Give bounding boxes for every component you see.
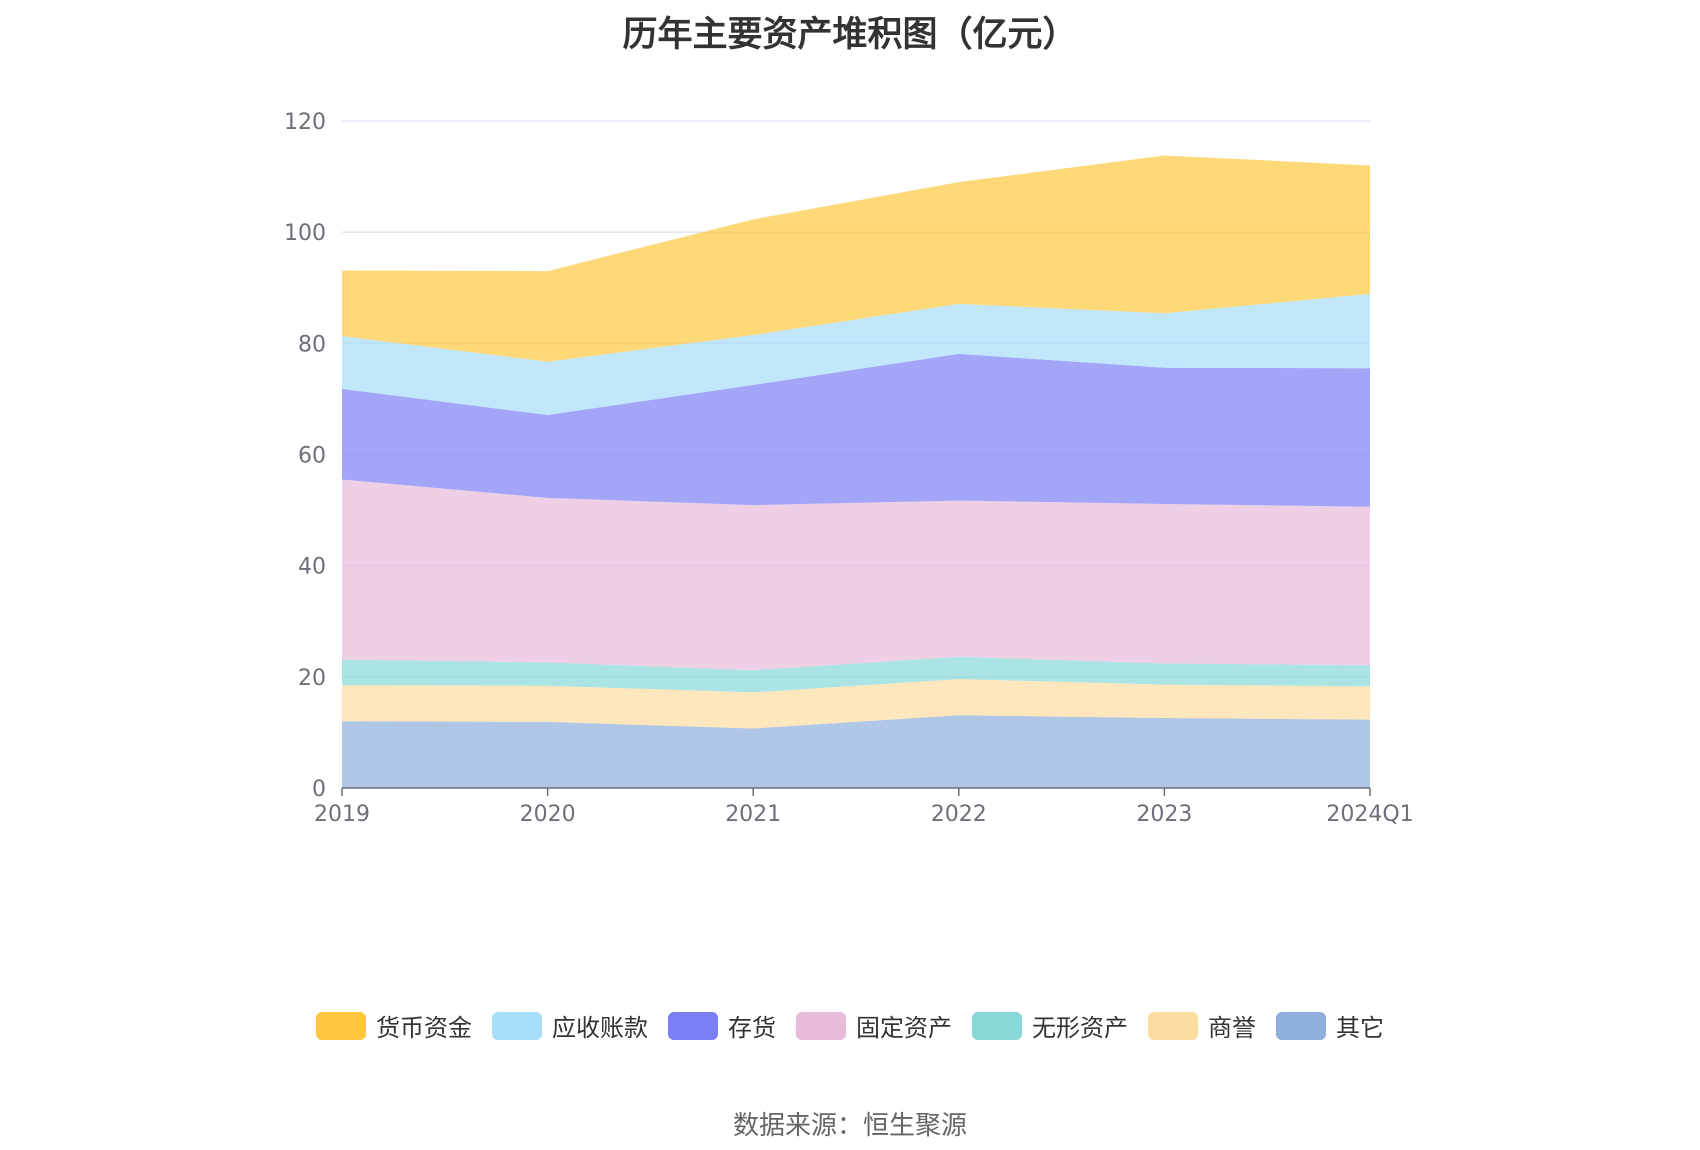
legend-swatch xyxy=(1276,1011,1326,1040)
x-tick-label: 2019 xyxy=(314,802,370,827)
legend: 货币资金 应收账款 存货 固定资产 无形资产 商誉 其它 xyxy=(0,1008,1700,1043)
legend-label: 应收账款 xyxy=(552,1014,648,1042)
x-tick-label: 2021 xyxy=(725,802,781,827)
legend-swatch xyxy=(1148,1011,1198,1040)
y-tick-label: 60 xyxy=(298,444,326,469)
legend-label: 其它 xyxy=(1336,1014,1384,1042)
y-tick-label: 40 xyxy=(298,555,326,580)
source-note: 数据来源：恒生聚源 xyxy=(732,1111,967,1141)
legend-swatch xyxy=(796,1011,846,1040)
series-area-3 xyxy=(342,479,1370,671)
legend-item[interactable]: 固定资产 xyxy=(796,1008,952,1043)
series-area-1 xyxy=(342,679,1370,729)
series-area-0 xyxy=(342,715,1370,788)
x-tick-label: 2024Q1 xyxy=(1326,802,1413,827)
chart-title: 历年主要资产堆积图（亿元） xyxy=(622,15,1078,55)
axes: 0 20 40 60 80 100 120 2019 2020 2021 2022 2023 2024Q… xyxy=(284,110,1414,827)
legend-label: 商誉 xyxy=(1208,1014,1256,1042)
legend-swatch xyxy=(972,1011,1022,1040)
legend-swatch xyxy=(668,1011,718,1040)
y-tick-label: 120 xyxy=(284,110,326,135)
series-area-6 xyxy=(342,155,1370,362)
series-area-5 xyxy=(342,293,1370,415)
y-tick-label: 100 xyxy=(284,221,326,246)
legend-item[interactable]: 其它 xyxy=(1276,1008,1384,1043)
y-tick-label: 0 xyxy=(312,777,326,802)
legend-item[interactable]: 货币资金 xyxy=(316,1008,472,1043)
legend-swatch xyxy=(316,1011,366,1040)
legend-label: 固定资产 xyxy=(856,1014,952,1042)
stacked-areas xyxy=(342,155,1370,788)
legend-label: 无形资产 xyxy=(1032,1014,1128,1042)
x-tick-label: 2022 xyxy=(931,802,987,827)
legend-label: 货币资金 xyxy=(376,1014,472,1042)
y-tick-label: 20 xyxy=(298,666,326,691)
legend-item[interactable]: 无形资产 xyxy=(972,1008,1128,1043)
legend-item[interactable]: 存货 xyxy=(668,1008,776,1043)
legend-label: 存货 xyxy=(728,1014,776,1042)
x-tick-label: 2023 xyxy=(1136,802,1192,827)
legend-item[interactable]: 应收账款 xyxy=(492,1008,648,1043)
legend-swatch xyxy=(492,1011,542,1040)
legend-item[interactable]: 商誉 xyxy=(1148,1008,1256,1043)
series-area-2 xyxy=(342,656,1370,693)
x-tick-label: 2020 xyxy=(520,802,576,827)
series-area-4 xyxy=(342,353,1370,507)
y-tick-label: 80 xyxy=(298,332,326,357)
